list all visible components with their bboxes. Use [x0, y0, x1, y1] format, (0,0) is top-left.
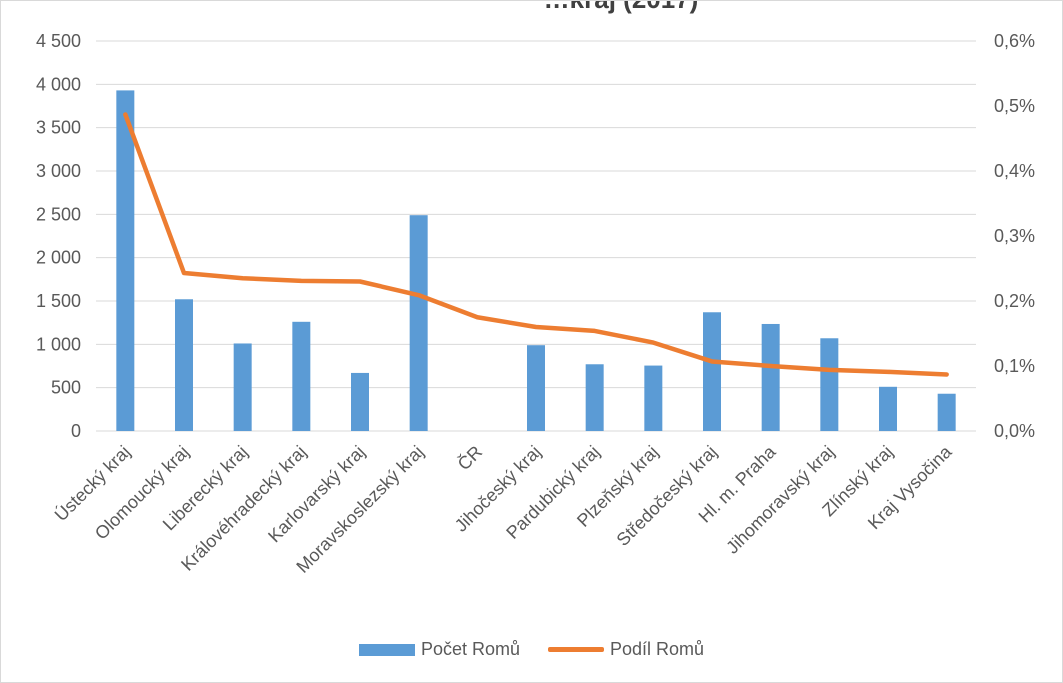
right-tick-label: 0,0% — [994, 421, 1035, 441]
bar — [937, 393, 956, 431]
bar — [175, 299, 193, 431]
right-tick-label: 0,6% — [994, 31, 1035, 51]
line-series — [123, 112, 949, 377]
bar — [409, 215, 428, 431]
legend: Počet Romů Podíl Romů — [1, 639, 1062, 660]
bar — [351, 372, 369, 431]
category-label: Jihomoravský kraj — [722, 442, 838, 558]
category-label: Středočeský kraj — [613, 442, 721, 550]
left-tick-label: 1 500 — [36, 291, 81, 311]
left-tick-label: 2 000 — [36, 248, 81, 268]
left-tick-label: 4 000 — [36, 74, 81, 94]
bar — [585, 364, 604, 431]
right-tick-label: 0,4% — [994, 161, 1035, 181]
bar — [820, 338, 839, 431]
left-tick-label: 4 500 — [36, 31, 81, 51]
legend-item-line: Podíl Romů — [548, 639, 704, 660]
left-tick-label: 1 000 — [36, 334, 81, 354]
bar — [703, 312, 721, 431]
left-tick-label: 3 000 — [36, 161, 81, 181]
legend-bar-label: Počet Romů — [420, 639, 520, 659]
bar — [292, 321, 311, 431]
left-axis-ticks: 0 500 1 000 1 500 2 000 2 500 3 000 3 500 4 000 4… — [36, 31, 81, 441]
bar — [644, 365, 663, 431]
left-tick-label: 500 — [51, 378, 81, 398]
legend-line-swatch — [548, 647, 604, 652]
right-tick-label: 0,5% — [994, 96, 1035, 116]
left-tick-label: 3 500 — [36, 118, 81, 138]
right-tick-label: 0,3% — [994, 226, 1035, 246]
right-tick-label: 0,2% — [994, 291, 1035, 311]
series-line — [123, 112, 949, 377]
category-label: ČR — [453, 441, 486, 474]
right-tick-label: 0,1% — [994, 356, 1035, 376]
right-axis-ticks: 0,0% 0,1% 0,2% 0,3% 0,4% 0,5% 0,6% — [994, 31, 1035, 441]
chart-title: …kraj (2017) — [544, 1, 699, 14]
legend-item-bar: Počet Romů — [358, 639, 520, 660]
bar — [116, 90, 135, 432]
bar — [233, 343, 252, 431]
bar-series — [116, 90, 956, 432]
left-tick-label: 2 500 — [36, 204, 81, 224]
bar — [761, 323, 780, 431]
left-tick-label: 0 — [71, 421, 81, 441]
bar — [879, 386, 897, 431]
bar — [527, 345, 545, 431]
legend-line-label: Podíl Romů — [610, 639, 705, 659]
legend-bar-swatch — [358, 643, 415, 656]
